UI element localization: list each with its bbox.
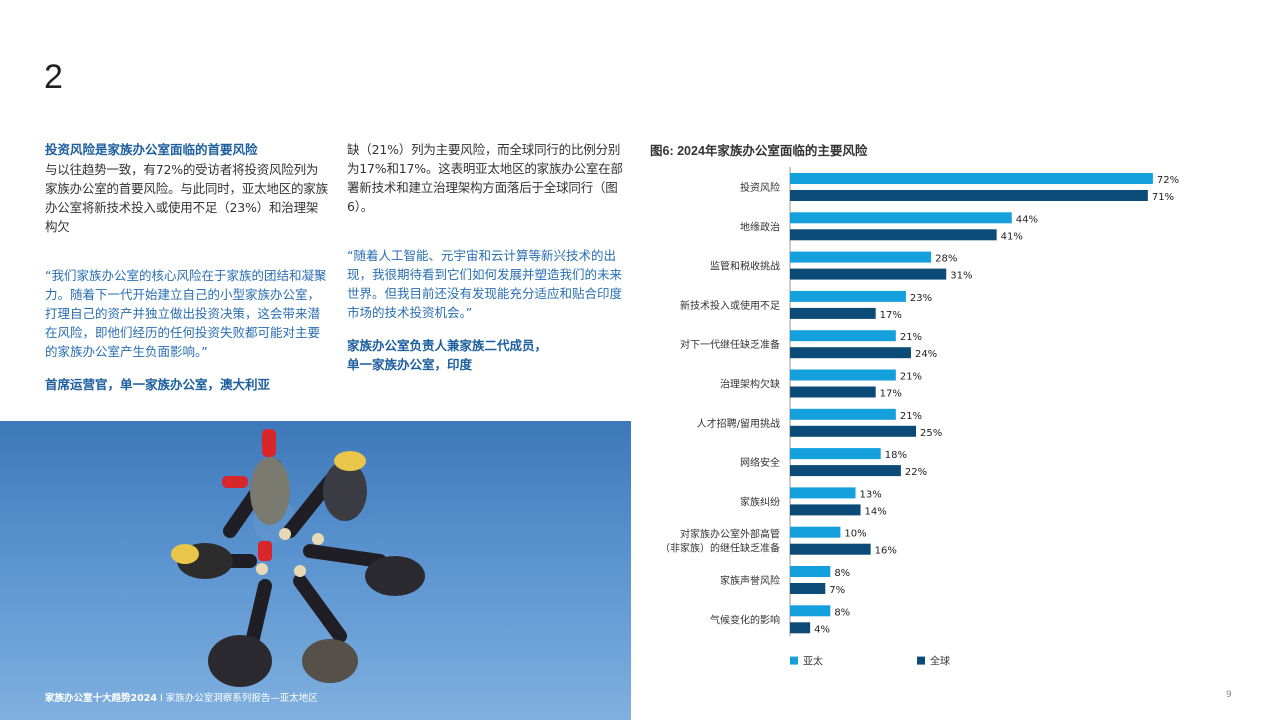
value-label: 18%	[885, 450, 907, 461]
footer-report-title: 家族办公室十大趋势2024	[45, 693, 157, 704]
footer-text: 家族办公室十大趋势2024 I 家族办公室洞察系列报告—亚太地区	[45, 690, 318, 704]
skydivers-photo: 家族办公室十大趋势2024 I 家族办公室洞察系列报告—亚太地区	[0, 421, 631, 720]
value-label: 21%	[900, 332, 922, 343]
value-label: 13%	[860, 489, 882, 500]
bar-亚太	[790, 487, 856, 499]
value-label: 14%	[865, 506, 887, 517]
text-column-middle: 缺（21%）列为主要风险，而全球同行的比例分别为17%和17%。这表明亚太地区的…	[347, 140, 632, 374]
category-label-line: （非家族）的继任缺乏准备	[660, 542, 780, 555]
quote-australia: “我们家族办公室的核心风险在于家族的团结和凝聚力。随着下一代开始建立自己的小型家…	[45, 268, 327, 359]
attribution-line-2: 单一家族办公室，印度	[347, 357, 473, 372]
bar-亚太	[790, 330, 896, 342]
value-label: 28%	[935, 254, 957, 265]
category-label: 投资风险	[740, 181, 780, 194]
bar-全球	[790, 425, 916, 437]
category-label: 网络安全	[740, 456, 780, 469]
quote-attribution-india: 家族办公室负责人兼家族二代成员， 单一家族办公室，印度	[347, 336, 632, 374]
section-subhead: 投资风险是家族办公室面临的首要风险	[45, 142, 258, 157]
value-label: 8%	[834, 568, 850, 579]
value-label: 31%	[950, 271, 972, 282]
legend-swatch-全球	[917, 656, 925, 665]
bar-全球	[790, 190, 1148, 201]
category-label: 地缘政治	[740, 220, 780, 233]
bar-全球	[790, 622, 811, 634]
section-number: 2	[44, 58, 63, 96]
bar-亚太	[790, 212, 1012, 224]
value-label: 23%	[910, 293, 932, 304]
value-label: 10%	[844, 529, 866, 540]
legend-label-全球: 全球	[930, 655, 950, 668]
value-label: 41%	[1001, 231, 1023, 242]
value-label: 72%	[1157, 175, 1179, 186]
category-label: 新技术投入或使用不足	[680, 299, 780, 312]
category-label: 对家族办公室外部高管（非家族）的继任缺乏准备	[660, 528, 780, 555]
value-label: 8%	[834, 607, 850, 618]
value-label: 21%	[900, 411, 922, 422]
bar-亚太	[790, 290, 906, 302]
bar-全球	[790, 583, 826, 594]
legend-swatch-亚太	[790, 656, 798, 665]
quote-india: “随着人工智能、元宇宙和云计算等新兴技术的出现，我很期待看到它们如何发展并塑造我…	[347, 248, 623, 320]
bar-亚太	[790, 251, 932, 263]
value-label: 4%	[814, 624, 830, 635]
attribution-line-1: 家族办公室负责人兼家族二代成员，	[347, 338, 548, 353]
bar-全球	[790, 386, 876, 398]
category-label-line: 对家族办公室外部高管	[680, 528, 780, 541]
value-label: 7%	[829, 585, 845, 596]
category-label: 家族声誉风险	[720, 574, 780, 587]
value-label: 25%	[920, 428, 942, 439]
legend-label-亚太: 亚太	[803, 655, 823, 668]
category-label: 对下一代继任缺乏准备	[680, 338, 780, 351]
body-paragraph-continued: 缺（21%）列为主要风险，而全球同行的比例分别为17%和17%。这表明亚太地区的…	[347, 142, 623, 214]
bar-全球	[790, 504, 861, 516]
value-label: 17%	[880, 310, 902, 321]
category-label: 治理架构欠缺	[720, 378, 780, 391]
value-label: 71%	[1152, 192, 1174, 203]
category-label: 气候变化的影响	[710, 613, 780, 626]
skydivers-illustration	[171, 429, 425, 687]
text-column-left: 投资风险是家族办公室面临的首要风险 与以往趋势一致，有72%的受访者将投资风险列…	[45, 140, 330, 394]
value-label: 16%	[875, 546, 897, 557]
quote-attribution-australia: 首席运营官，单一家族办公室，澳大利亚	[45, 377, 271, 392]
bar-全球	[790, 347, 911, 359]
value-label: 44%	[1016, 214, 1038, 225]
bar-亚太	[790, 369, 896, 381]
category-label: 监管和税收挑战	[710, 260, 780, 273]
body-paragraph: 与以往趋势一致，有72%的受访者将投资风险列为家族办公室的首要风险。与此同时，亚…	[45, 162, 328, 234]
value-label: 17%	[880, 389, 902, 400]
value-label: 21%	[900, 372, 922, 383]
bar-全球	[790, 268, 947, 280]
bar-亚太	[790, 566, 831, 577]
bar-亚太	[790, 526, 841, 538]
footer-report-subtitle: I 家族办公室洞察系列报告—亚太地区	[156, 693, 318, 704]
bar-亚太	[790, 605, 831, 617]
category-label: 人才招聘/留用挑战	[697, 417, 780, 430]
value-label: 24%	[915, 349, 937, 360]
bar-亚太	[790, 448, 881, 460]
bar-全球	[790, 465, 901, 477]
bar-亚太	[790, 173, 1153, 184]
bar-全球	[790, 543, 871, 555]
bar-全球	[790, 229, 997, 241]
page-number: 9	[1226, 690, 1232, 700]
risk-bar-chart: 投资风险 72% 71% 地缘政治 44% 41% 监管和税收挑战 28% 31% 新技术投入或使…	[660, 167, 1179, 668]
category-label: 家族纠纷	[740, 495, 780, 508]
bar-亚太	[790, 408, 896, 420]
chart-title: 图6: 2024年家族办公室面临的主要风险	[650, 144, 868, 158]
bar-全球	[790, 307, 876, 319]
value-label: 22%	[905, 467, 927, 478]
